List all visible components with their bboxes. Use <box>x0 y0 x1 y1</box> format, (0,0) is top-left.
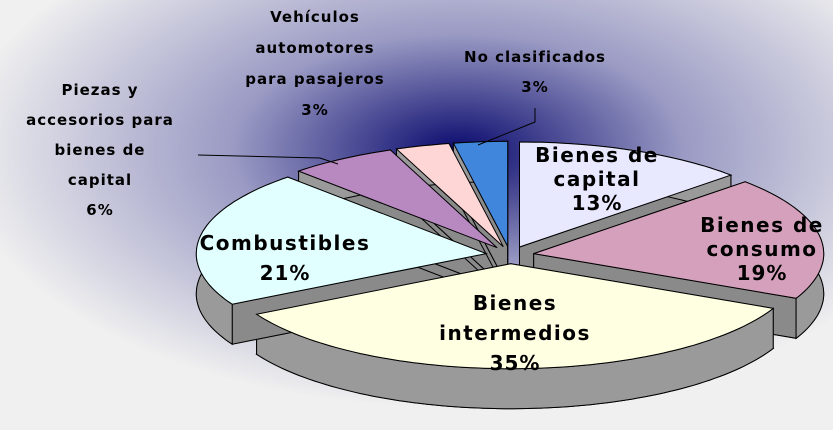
slice <box>533 181 825 299</box>
category-label: Bienes de consumo <box>700 213 824 261</box>
value-label: 3% <box>521 78 548 96</box>
category-label: Bienes intermedios <box>439 291 591 345</box>
leader-line <box>477 108 536 146</box>
slice <box>195 176 489 305</box>
category-label: No clasificados <box>464 48 606 66</box>
category-label: Piezas y accesorios para bienes de capital <box>26 81 174 189</box>
value-label: 21% <box>260 261 311 285</box>
leader-line <box>197 154 339 165</box>
value-label: 19% <box>737 261 788 285</box>
category-label: Vehículos automotores para pasajeros <box>245 8 384 88</box>
value-label: 13% <box>572 191 623 215</box>
slice <box>519 141 733 248</box>
slice <box>297 149 498 249</box>
slice <box>255 263 775 370</box>
slice <box>452 140 509 247</box>
value-label: 6% <box>86 201 113 219</box>
category-label: Combustibles <box>200 231 371 255</box>
slice <box>395 142 504 248</box>
value-label: 3% <box>301 101 328 119</box>
category-label: Bienes de capital <box>535 143 659 191</box>
value-label: 35% <box>490 351 541 375</box>
